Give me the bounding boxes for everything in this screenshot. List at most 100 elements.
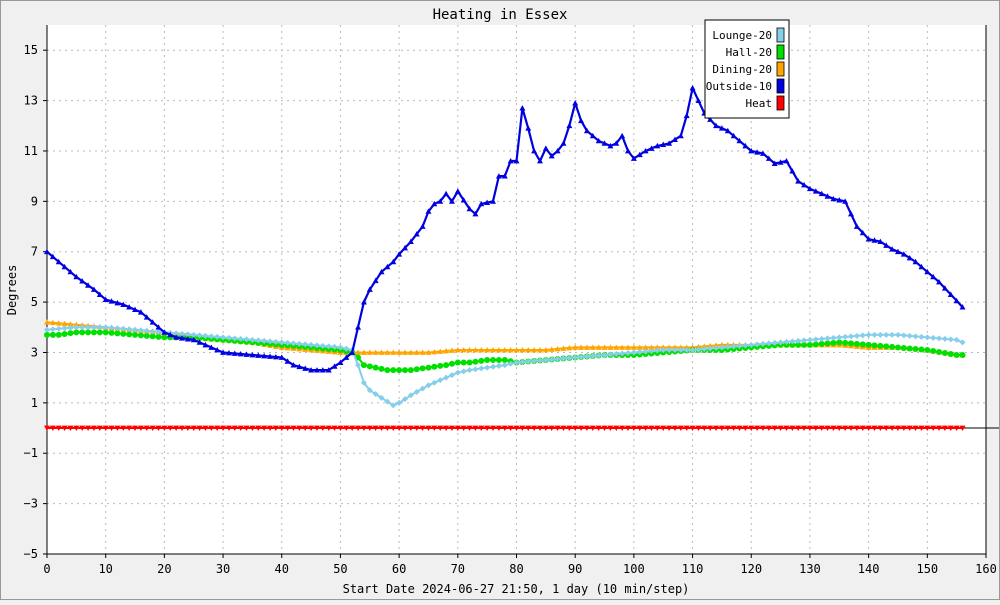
data-point <box>789 341 796 348</box>
data-point <box>278 339 285 346</box>
data-point <box>102 329 109 336</box>
data-point <box>466 425 473 432</box>
data-point <box>883 343 890 350</box>
data-point <box>96 324 103 331</box>
data-point <box>407 392 414 399</box>
data-point <box>806 425 813 432</box>
data-point <box>707 425 714 432</box>
data-point <box>478 365 485 372</box>
data-point <box>701 345 708 352</box>
data-point <box>806 336 813 343</box>
data-point <box>900 425 907 432</box>
data-point <box>630 349 637 356</box>
data-point <box>554 147 561 154</box>
data-point <box>912 425 919 432</box>
data-point <box>102 425 109 432</box>
data-point <box>55 331 62 338</box>
data-point <box>936 348 943 355</box>
data-point <box>771 339 778 346</box>
data-point <box>507 158 514 164</box>
data-point <box>484 364 491 371</box>
data-point <box>589 425 596 432</box>
data-point <box>448 425 455 432</box>
data-point <box>548 346 555 352</box>
data-point <box>894 248 901 255</box>
data-point <box>801 181 808 188</box>
data-point <box>818 340 825 347</box>
data-point <box>578 354 585 361</box>
data-point <box>607 425 614 432</box>
data-point <box>55 425 62 432</box>
data-point <box>853 425 860 432</box>
data-point <box>366 349 373 355</box>
data-point <box>132 331 139 338</box>
data-point <box>478 357 485 364</box>
data-point <box>355 425 362 432</box>
data-point <box>654 425 661 432</box>
data-point <box>396 367 403 374</box>
data-point <box>419 425 426 432</box>
y-tick-label: 13 <box>24 94 38 108</box>
data-point <box>824 340 831 347</box>
data-point <box>448 372 455 379</box>
data-point <box>149 328 156 335</box>
data-point <box>372 349 379 355</box>
y-tick-label: 15 <box>24 43 38 57</box>
data-point <box>413 366 420 373</box>
data-point <box>178 330 185 337</box>
data-point <box>237 335 244 342</box>
data-point <box>519 346 526 353</box>
data-point <box>96 291 103 297</box>
data-point <box>742 425 749 432</box>
data-point <box>777 159 784 165</box>
data-point <box>877 238 884 245</box>
data-point <box>947 336 954 343</box>
data-point <box>572 425 579 432</box>
data-point <box>419 223 426 229</box>
data-point <box>566 425 573 432</box>
data-point <box>431 425 438 432</box>
data-point <box>243 336 250 343</box>
y-tick-label: −5 <box>24 547 38 561</box>
data-point <box>44 326 50 333</box>
data-point <box>630 344 637 350</box>
data-point <box>390 349 397 355</box>
data-point <box>419 349 426 355</box>
data-point <box>143 327 150 334</box>
data-point <box>607 142 614 149</box>
data-point <box>114 425 121 432</box>
data-point <box>542 346 549 353</box>
data-point <box>736 342 743 349</box>
y-tick-label: 9 <box>31 194 38 208</box>
data-point <box>296 363 303 370</box>
data-point <box>648 145 655 151</box>
data-point <box>425 364 432 371</box>
data-point <box>401 396 408 403</box>
data-point <box>431 200 438 207</box>
data-point <box>871 425 878 432</box>
data-point <box>595 137 602 144</box>
data-point <box>331 363 338 369</box>
data-point <box>718 125 725 131</box>
data-point <box>466 205 473 212</box>
data-point <box>378 349 385 355</box>
data-point <box>284 425 291 432</box>
data-point <box>79 425 86 432</box>
data-point <box>513 359 520 366</box>
data-point <box>795 178 802 184</box>
data-point <box>666 346 673 353</box>
data-point <box>953 351 960 358</box>
data-point <box>642 425 649 432</box>
data-point <box>302 365 309 371</box>
data-point <box>290 362 297 368</box>
data-point <box>501 357 508 364</box>
data-point <box>267 425 274 432</box>
data-point <box>225 425 232 432</box>
data-point <box>478 425 485 432</box>
data-point <box>249 351 256 358</box>
data-point <box>149 333 156 340</box>
data-point <box>413 425 420 432</box>
data-point <box>448 347 455 353</box>
data-point <box>689 84 696 91</box>
data-point <box>132 306 139 313</box>
